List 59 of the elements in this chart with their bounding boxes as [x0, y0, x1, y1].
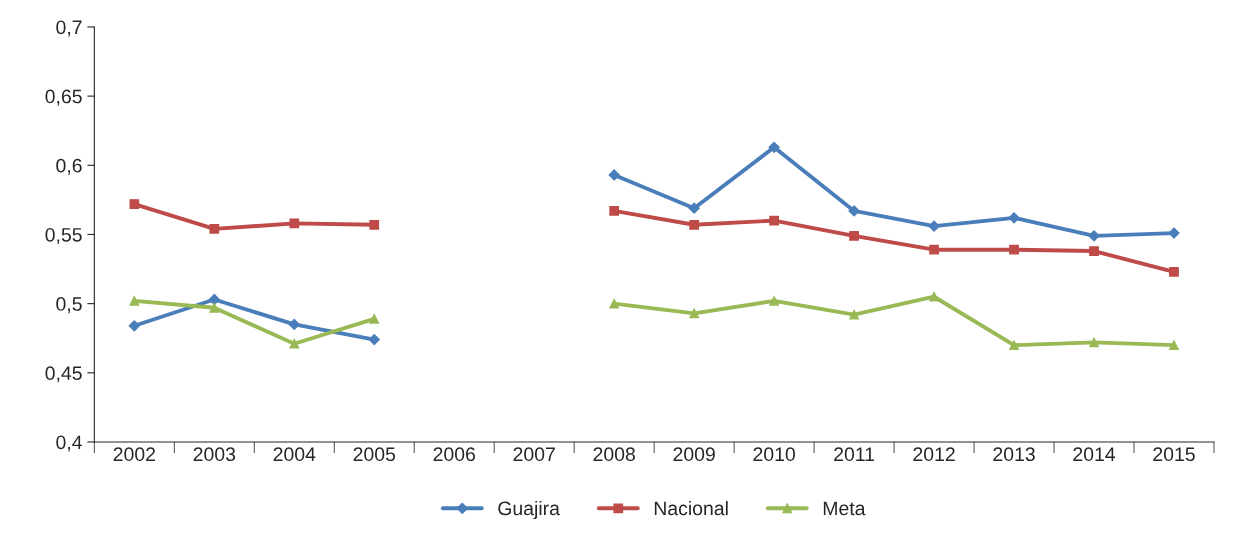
point	[928, 220, 940, 232]
x-tick-label: 2005	[353, 447, 396, 462]
point	[929, 244, 939, 255]
x-tick-label: 2004	[273, 447, 316, 462]
point	[128, 320, 140, 332]
x-tick-label: 2010	[753, 447, 795, 462]
point	[1009, 244, 1019, 255]
point	[768, 141, 780, 153]
y-tick-label: 0,55	[45, 227, 82, 244]
point	[689, 219, 700, 230]
x-tick-label: 2002	[113, 447, 155, 462]
x-tick-label: 2008	[593, 447, 635, 462]
point	[769, 296, 779, 306]
x-tick-label: 2006	[433, 447, 475, 462]
point	[608, 169, 620, 181]
y-tick-label: 0,65	[45, 89, 82, 106]
point	[609, 206, 620, 216]
point	[368, 334, 380, 346]
point	[369, 313, 380, 324]
point	[289, 218, 300, 229]
legend-label: Nacional	[654, 500, 728, 516]
x-tick-label: 2015	[1153, 447, 1195, 462]
x-tick-label: 2013	[993, 447, 1035, 462]
legend-label: Meta	[823, 501, 866, 516]
point	[609, 298, 620, 309]
point	[209, 224, 220, 234]
legend-label: Guajira	[498, 500, 560, 520]
x-tick-label: 2014	[1073, 447, 1116, 462]
x-tick-label: 2012	[913, 447, 955, 462]
y-tick-label: 0,6	[56, 158, 82, 175]
x-tick-label: 2009	[673, 447, 715, 462]
point	[1089, 337, 1099, 348]
point	[129, 199, 140, 209]
point	[1169, 266, 1179, 277]
point	[289, 338, 300, 349]
point	[688, 202, 700, 214]
point	[288, 318, 300, 330]
y-tick-label: 0,4	[56, 435, 82, 452]
point	[689, 308, 700, 319]
point	[1169, 340, 1179, 351]
point	[769, 215, 779, 226]
point	[849, 309, 859, 320]
point	[129, 296, 140, 306]
point	[929, 291, 939, 302]
point	[208, 293, 220, 306]
x-tick-label: 2011	[834, 447, 875, 462]
x-tick-label: 2003	[193, 447, 236, 462]
y-tick-label: 0,7	[56, 20, 82, 37]
x-tick-label: 2007	[513, 447, 555, 462]
y-tick-label: 0,5	[56, 297, 82, 314]
point	[1009, 340, 1019, 351]
point	[1089, 246, 1099, 256]
point	[1088, 230, 1100, 242]
point	[849, 230, 859, 241]
point	[369, 219, 380, 230]
point	[1008, 212, 1020, 224]
y-tick-label: 0,45	[45, 366, 82, 383]
point	[848, 205, 860, 217]
point	[209, 302, 220, 313]
